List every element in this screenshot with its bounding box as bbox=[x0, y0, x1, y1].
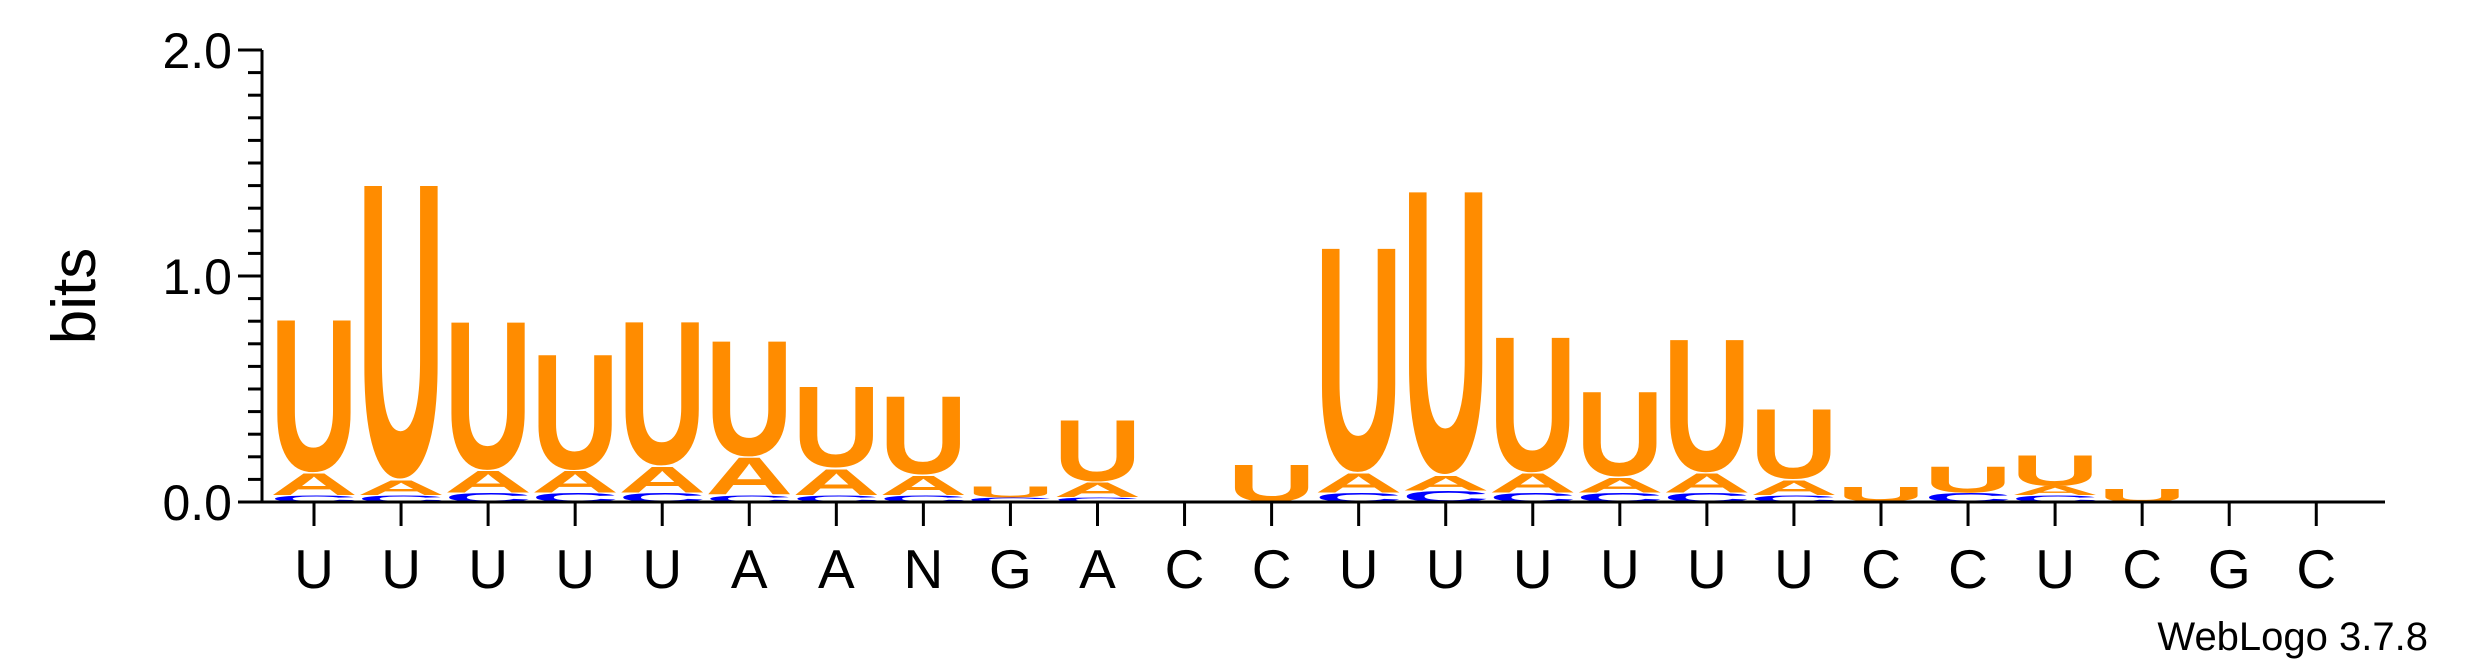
logo-letter-C: C bbox=[705, 494, 793, 504]
logo-letter-A: A bbox=[531, 464, 619, 499]
y-minor-ticks bbox=[248, 71, 262, 481]
x-tick-label: U bbox=[1774, 538, 1814, 600]
x-tick-label: C bbox=[2122, 538, 2162, 600]
x-tick-label: C bbox=[1165, 538, 1205, 600]
logo-letter-U: U bbox=[618, 277, 706, 507]
weblogo-credit: WebLogo 3.7.8 bbox=[2157, 615, 2428, 659]
y-tick-label: 2.0 bbox=[162, 23, 232, 79]
x-tick-label: C bbox=[1861, 538, 1901, 600]
logo-letter-U: U bbox=[270, 275, 358, 517]
logo-letter-C: C bbox=[879, 494, 967, 504]
logo-letter-U: U bbox=[1576, 366, 1664, 502]
logo-letter-A: A bbox=[705, 447, 793, 506]
logo-letter-C: C bbox=[2011, 494, 2099, 504]
x-tick-label: U bbox=[468, 538, 508, 600]
y-tick-label: 1.0 bbox=[162, 249, 232, 305]
x-tick-label: N bbox=[904, 538, 944, 600]
x-tick-label: G bbox=[2208, 538, 2251, 600]
logo-letter-A: A bbox=[444, 464, 532, 499]
x-tick-label: A bbox=[818, 538, 855, 600]
logo-letter-A: A bbox=[879, 470, 967, 501]
x-tick-label: A bbox=[731, 538, 768, 600]
logo-letter-U: U bbox=[1489, 297, 1577, 512]
logo-letter-U: U bbox=[1402, 106, 1490, 557]
x-tick-label: U bbox=[1600, 538, 1640, 600]
logo-letter-A: A bbox=[357, 475, 445, 499]
x-tick-label: U bbox=[381, 538, 421, 600]
logo-letter-U: U bbox=[1750, 388, 1838, 500]
logo-letter-U: U bbox=[966, 483, 1054, 500]
logo-letter-U: U bbox=[444, 277, 532, 513]
x-tick-label: U bbox=[2035, 538, 2075, 600]
logo-letter-C: C bbox=[270, 494, 358, 504]
logo-letter-U: U bbox=[357, 97, 445, 564]
x-tick-label: U bbox=[1339, 538, 1379, 600]
logo-letter-U: U bbox=[531, 320, 619, 504]
x-tick-label: C bbox=[1948, 538, 1988, 600]
logo-letter-C: C bbox=[792, 494, 880, 504]
logo-letter-A: A bbox=[618, 459, 706, 501]
logo-letter-C: C bbox=[1053, 496, 1141, 503]
logo-letter-A: A bbox=[792, 461, 880, 503]
x-tick-label: U bbox=[642, 538, 682, 600]
logo-letter-U: U bbox=[1053, 403, 1141, 500]
x-tick-label: U bbox=[1426, 538, 1466, 600]
logo-letter-U: U bbox=[879, 372, 967, 497]
x-tick-label: G bbox=[989, 538, 1032, 600]
logo-letter-A: A bbox=[1402, 471, 1490, 495]
logo-letter-A: A bbox=[1750, 475, 1838, 499]
logo-letter-U: U bbox=[705, 306, 793, 490]
x-tick-label: U bbox=[1513, 538, 1553, 600]
logo-letter-A: A bbox=[1576, 473, 1664, 497]
logo-letter-A: A bbox=[1315, 467, 1403, 498]
logo-letter-C: C bbox=[966, 496, 1054, 503]
logo-letter-A: A bbox=[2011, 484, 2099, 498]
x-tick-label: A bbox=[1079, 538, 1116, 600]
logo-letter-U: U bbox=[2011, 447, 2099, 495]
logo-letter-U: U bbox=[1315, 181, 1403, 538]
x-tick-label: U bbox=[294, 538, 334, 600]
x-tick-label: U bbox=[1687, 538, 1727, 600]
logo-letter-A: A bbox=[1663, 467, 1751, 498]
logo-letter-A: A bbox=[1489, 467, 1577, 498]
logo-letter-U: U bbox=[792, 364, 880, 492]
logo-letter-C: C bbox=[357, 494, 445, 504]
y-tick-label: 0.0 bbox=[162, 475, 232, 531]
logo-letter-A: A bbox=[1053, 478, 1141, 502]
x-tick-label: U bbox=[555, 538, 595, 600]
y-axis-title: bits bbox=[40, 248, 109, 344]
x-tick-label: C bbox=[1252, 538, 1292, 600]
logo-letter-C: C bbox=[1750, 494, 1838, 504]
logo-letter-A: A bbox=[270, 467, 358, 502]
y-major-ticks: 0.0 1.0 2.0 bbox=[162, 23, 262, 531]
logo-letter-U: U bbox=[1663, 299, 1751, 511]
x-tick-label: C bbox=[2296, 538, 2336, 600]
logo-letter-U: U bbox=[1924, 459, 2012, 501]
